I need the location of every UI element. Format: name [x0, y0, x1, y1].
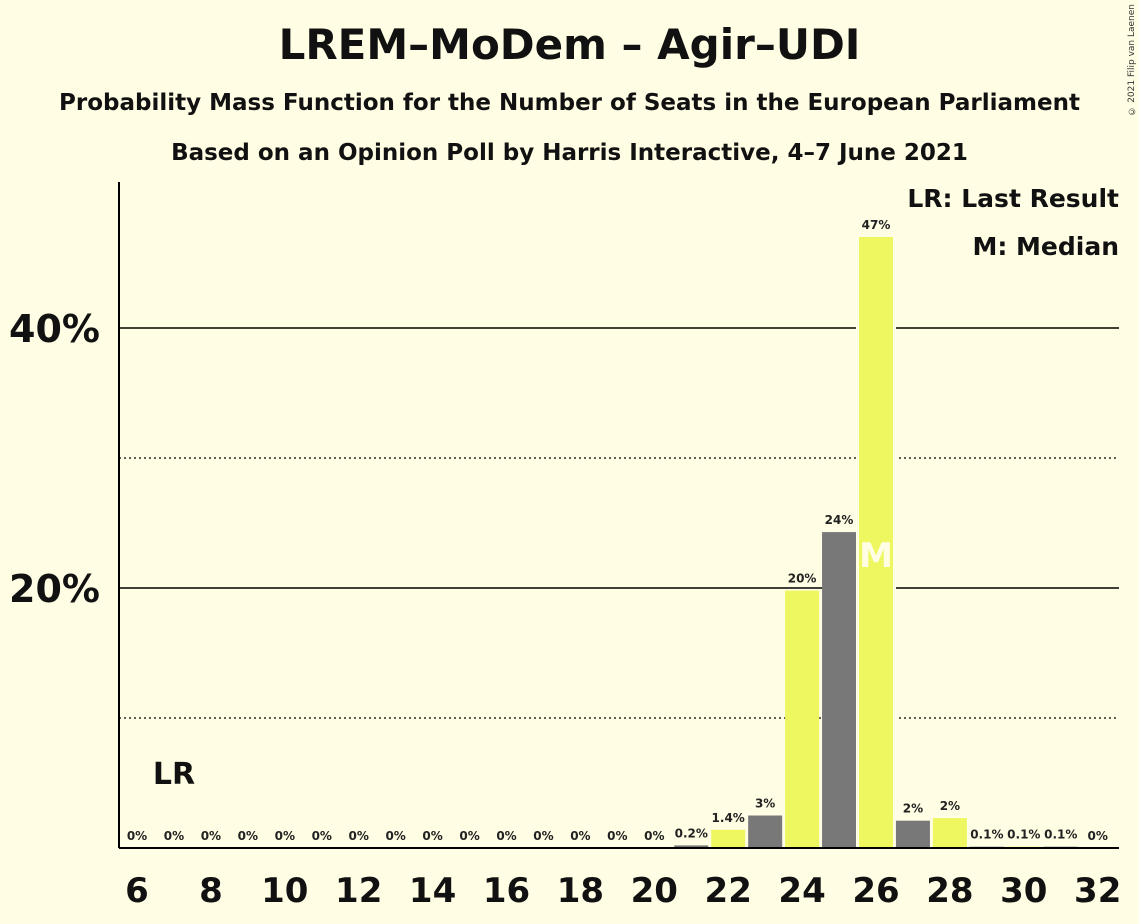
- data-label-seat-28: 2%: [940, 799, 960, 813]
- bar-seat-27: [895, 820, 930, 848]
- data-label-seat-18: 0%: [570, 829, 590, 843]
- data-label-seat-23: 3%: [755, 797, 775, 811]
- data-label-seat-24: 20%: [788, 572, 817, 586]
- x-tick-label: 18: [557, 871, 604, 911]
- x-tick-label: 16: [483, 871, 530, 911]
- data-label-seat-20: 0%: [644, 829, 664, 843]
- data-label-seat-26: 47%: [862, 218, 891, 232]
- x-tick-label: 30: [1000, 871, 1047, 911]
- x-tick-label: 14: [409, 871, 456, 911]
- data-label-seat-8: 0%: [201, 829, 221, 843]
- x-tick-label: 32: [1074, 871, 1121, 911]
- data-label-seat-22: 1.4%: [712, 811, 745, 825]
- data-label-seat-12: 0%: [349, 829, 369, 843]
- data-label-seat-13: 0%: [385, 829, 405, 843]
- legend-median: M: Median: [972, 232, 1119, 261]
- data-label-seat-16: 0%: [496, 829, 516, 843]
- data-label-seat-27: 2%: [903, 802, 923, 816]
- data-label-seat-15: 0%: [459, 829, 479, 843]
- x-tick-label: 10: [261, 871, 308, 911]
- bar-seat-25: [822, 532, 857, 848]
- data-label-seat-31: 0.1%: [1044, 828, 1077, 842]
- chart-subtitle: Probability Mass Function for the Number…: [59, 90, 1080, 116]
- data-label-seat-9: 0%: [238, 829, 258, 843]
- data-label-seat-6: 0%: [127, 829, 147, 843]
- median-marker: M: [859, 536, 893, 576]
- legend-last-result: LR: Last Result: [907, 184, 1119, 213]
- data-label-seat-32: 0%: [1088, 829, 1108, 843]
- bar-seat-26: [859, 237, 893, 848]
- bar-seat-21: [674, 845, 709, 848]
- x-tick-label: 8: [199, 871, 223, 911]
- data-label-seat-17: 0%: [533, 829, 553, 843]
- data-label-seat-29: 0.1%: [970, 828, 1003, 842]
- bar-seat-22: [711, 829, 746, 848]
- chart-source-line: Based on an Opinion Poll by Harris Inter…: [171, 140, 968, 166]
- y-tick-label: 40%: [9, 307, 100, 351]
- last-result-marker: LR: [153, 757, 195, 792]
- data-label-seat-21: 0.2%: [675, 826, 708, 840]
- data-label-seat-10: 0%: [275, 829, 295, 843]
- bar-seat-24: [785, 590, 820, 848]
- data-label-seat-11: 0%: [312, 829, 332, 843]
- data-label-seat-14: 0%: [422, 829, 442, 843]
- data-label-seat-25: 24%: [825, 513, 854, 527]
- x-tick-label: 24: [778, 871, 825, 911]
- bar-seat-23: [748, 815, 783, 848]
- x-tick-label: 12: [335, 871, 382, 911]
- data-label-seat-19: 0%: [607, 829, 627, 843]
- x-tick-label: 6: [125, 871, 149, 911]
- bar-seat-28: [932, 818, 967, 848]
- data-label-seat-30: 0.1%: [1007, 828, 1040, 842]
- chart-title: LREM–MoDem – Agir–UDI: [278, 20, 861, 69]
- x-tick-label: 20: [631, 871, 678, 911]
- x-tick-label: 22: [705, 871, 752, 911]
- y-tick-label: 20%: [9, 567, 100, 611]
- data-label-seat-7: 0%: [164, 829, 184, 843]
- x-tick-label: 26: [852, 871, 899, 911]
- x-tick-label: 28: [926, 871, 973, 911]
